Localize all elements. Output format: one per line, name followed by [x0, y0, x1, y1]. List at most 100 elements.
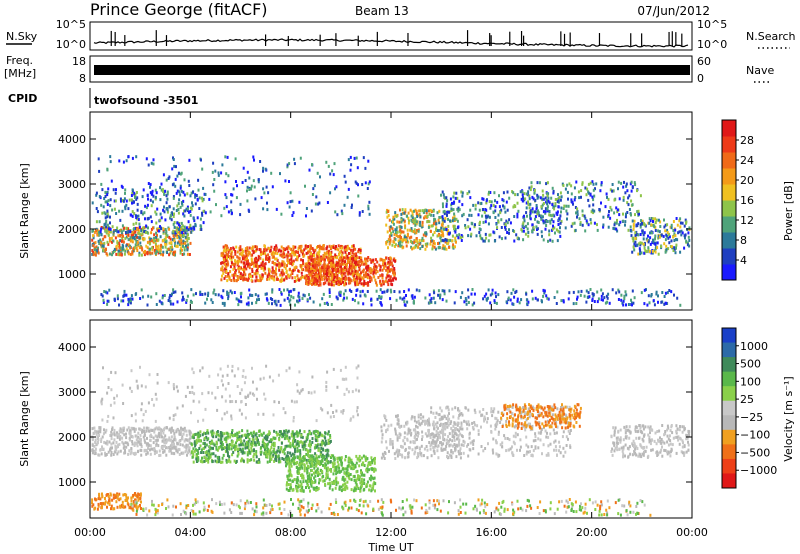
- data-cell: [248, 250, 251, 254]
- data-cell: [174, 184, 177, 188]
- data-cell: [129, 301, 132, 305]
- data-cell: [271, 298, 274, 301]
- data-cell: [238, 246, 241, 250]
- data-cell: [411, 216, 414, 220]
- data-cell: [446, 199, 449, 203]
- data-cell: [133, 212, 136, 216]
- data-cell: [134, 230, 137, 234]
- data-cell: [443, 219, 446, 223]
- data-cell: [508, 231, 510, 235]
- data-cell: [318, 201, 321, 205]
- data-cell: [602, 298, 604, 302]
- data-cell: [269, 455, 272, 459]
- data-cell: [236, 255, 239, 259]
- data-cell: [389, 225, 392, 229]
- data-cell: [461, 214, 464, 218]
- data-cell: [168, 205, 171, 209]
- data-cell: [531, 223, 534, 227]
- data-cell: [202, 431, 205, 435]
- data-cell: [581, 182, 584, 186]
- cpid-program: twofsound -3501: [94, 94, 198, 107]
- data-cell: [204, 301, 207, 305]
- data-cell: [580, 289, 583, 293]
- data-cell: [544, 211, 547, 215]
- data-cell: [315, 266, 318, 270]
- data-cell: [311, 271, 314, 275]
- data-cell: [494, 205, 497, 209]
- data-cell: [121, 431, 124, 435]
- data-cell: [109, 204, 112, 208]
- data-cell: [630, 199, 633, 203]
- data-cell: [106, 191, 109, 194]
- data-cell: [352, 258, 355, 262]
- data-cell: [631, 289, 634, 293]
- data-cell: [185, 207, 188, 211]
- data-cell: [387, 274, 390, 278]
- data-cell: [314, 248, 317, 252]
- data-cell: [125, 293, 128, 297]
- data-cell: [220, 214, 223, 218]
- data-cell: [132, 233, 135, 236]
- data-cell: [542, 193, 545, 197]
- data-cell: [114, 495, 117, 499]
- data-cell: [256, 441, 259, 444]
- data-cell: [394, 259, 397, 263]
- data-cell: [379, 265, 382, 269]
- data-cell: [104, 500, 107, 504]
- data-cell: [402, 218, 405, 222]
- data-cell: [109, 155, 112, 159]
- data-cell: [654, 237, 656, 241]
- data-cell: [354, 269, 357, 273]
- data-cell: [575, 180, 578, 184]
- data-cell: [290, 260, 293, 264]
- data-cell: [175, 244, 178, 248]
- data-cell: [358, 264, 361, 267]
- data-cell: [422, 233, 425, 237]
- data-cell: [604, 205, 607, 209]
- data-cell: [127, 155, 130, 159]
- data-cell: [313, 278, 315, 282]
- data-cell: [547, 297, 550, 301]
- data-cell: [493, 301, 496, 304]
- data-cell: [98, 195, 101, 198]
- data-cell: [387, 246, 389, 250]
- data-cell: [549, 213, 552, 217]
- data-cell: [676, 238, 679, 242]
- data-cell: [657, 218, 660, 222]
- data-cell: [625, 182, 628, 186]
- data-cell: [617, 187, 619, 191]
- data-cell: [635, 224, 638, 228]
- data-cell: [326, 278, 329, 282]
- data-cell: [616, 218, 618, 222]
- data-cell: [166, 190, 169, 194]
- data-cell: [528, 197, 531, 201]
- data-cell: [638, 242, 641, 246]
- data-cell: [647, 240, 650, 244]
- data-cell: [266, 438, 269, 442]
- data-cell: [258, 256, 261, 259]
- data-cell: [357, 248, 360, 252]
- data-cell: [618, 290, 621, 294]
- data-cell: [491, 292, 494, 296]
- data-cell: [657, 236, 660, 240]
- data-cell: [145, 426, 148, 430]
- data-cell: [176, 244, 179, 248]
- data-cell: [547, 196, 550, 200]
- data-cell: [641, 229, 644, 233]
- data-cell: [157, 238, 160, 242]
- data-cell: [358, 260, 361, 263]
- data-cell: [460, 234, 463, 237]
- data-cell: [172, 251, 175, 255]
- data-cell: [251, 294, 254, 297]
- data-cell: [315, 280, 318, 284]
- data-cell: [357, 282, 360, 286]
- data-cell: [357, 194, 360, 198]
- data-cell: [233, 264, 236, 268]
- data-cell: [154, 197, 157, 201]
- data-cell: [389, 256, 392, 260]
- data-cell: [117, 445, 119, 449]
- data-cell: [651, 241, 654, 245]
- data-cell: [584, 216, 587, 220]
- data-cell: [548, 233, 551, 237]
- data-cell: [439, 236, 442, 240]
